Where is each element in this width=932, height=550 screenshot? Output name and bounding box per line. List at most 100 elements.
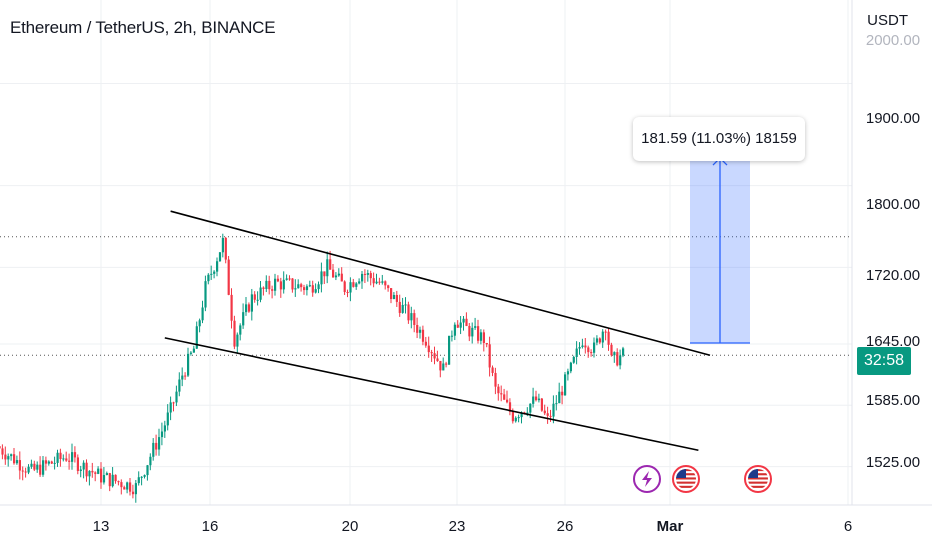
- candle-body: [421, 329, 425, 342]
- candle-body: [584, 345, 587, 348]
- candle-body: [253, 294, 256, 300]
- candle-body: [105, 473, 108, 476]
- candle-body: [300, 284, 303, 288]
- candle-body: [491, 367, 494, 373]
- candle-body: [477, 326, 480, 341]
- candle-body: [0, 446, 1, 449]
- lightning-icon[interactable]: [633, 465, 661, 493]
- candle-body: [332, 269, 335, 278]
- candle-body: [340, 273, 343, 282]
- candlestick-series: [0, 233, 625, 503]
- candle-body: [587, 347, 590, 353]
- candle-body: [308, 285, 311, 287]
- channel-lower-line[interactable]: [164, 337, 699, 452]
- candle-body: [384, 281, 387, 286]
- candle-body: [198, 320, 201, 327]
- candle-body: [53, 462, 56, 464]
- candle-body: [88, 470, 91, 477]
- candle-body: [575, 348, 578, 357]
- candle-body: [137, 477, 140, 484]
- candle-body: [129, 482, 132, 492]
- candle-body: [120, 482, 123, 488]
- candle-body: [424, 341, 427, 346]
- candle-body: [303, 287, 306, 291]
- candle-body: [268, 280, 271, 290]
- candle-body: [387, 285, 390, 289]
- currency-label[interactable]: USDT: [867, 12, 908, 29]
- candle-body: [68, 460, 71, 462]
- price-tick-1525: 1525.00: [865, 454, 921, 471]
- candle-body: [407, 304, 410, 321]
- candle-body: [511, 411, 514, 422]
- candle-body: [207, 274, 210, 282]
- candle-body: [555, 403, 558, 405]
- candle-body: [294, 288, 297, 290]
- candle-body: [488, 344, 491, 368]
- candle-body: [378, 281, 381, 283]
- candle-body: [439, 361, 442, 371]
- candle-body: [236, 334, 239, 347]
- candle-body: [398, 301, 401, 313]
- bar-countdown-badge: 32:58: [857, 347, 911, 375]
- candle-body: [239, 325, 242, 335]
- candle-body: [247, 304, 251, 312]
- candle-body: [410, 313, 413, 321]
- candle-body: [15, 460, 19, 464]
- candle-body: [1, 448, 4, 455]
- candle-body: [508, 402, 512, 412]
- candle-body: [448, 335, 451, 365]
- price-tick-partial: 2000.00: [865, 32, 921, 49]
- channel-upper-line[interactable]: [170, 210, 711, 357]
- candle-body: [21, 470, 24, 472]
- candle-body: [126, 482, 129, 490]
- candle-body: [334, 275, 338, 278]
- candle-body: [320, 271, 323, 285]
- candle-body: [479, 332, 483, 341]
- candle-body: [578, 347, 581, 349]
- candle-body: [155, 442, 158, 450]
- candle-body: [355, 283, 358, 287]
- candle-body: [343, 281, 346, 292]
- candle-body: [227, 259, 230, 295]
- candle-body: [256, 299, 259, 301]
- candle-body: [146, 465, 149, 476]
- candle-body: [358, 281, 361, 284]
- candle-body: [184, 375, 187, 377]
- candle-body: [459, 322, 462, 328]
- candle-body: [56, 452, 59, 463]
- candle-body: [262, 287, 265, 289]
- measure-tool: [690, 156, 750, 344]
- candle-body: [569, 362, 572, 372]
- candle-body: [337, 273, 340, 276]
- candle-body: [291, 278, 294, 290]
- us-flag-icon[interactable]: [672, 465, 700, 493]
- candle-body: [392, 294, 396, 300]
- candle-body: [213, 271, 216, 274]
- candle-body: [97, 468, 100, 474]
- candle-body: [71, 452, 74, 462]
- candle-body: [265, 280, 268, 289]
- candle-body: [27, 466, 30, 473]
- candle-body: [94, 472, 97, 474]
- candle-body: [279, 281, 282, 290]
- us-flag-icon[interactable]: [744, 465, 772, 493]
- candle-body: [349, 282, 352, 293]
- candle-body: [369, 273, 372, 279]
- candle-body: [36, 464, 39, 470]
- candle-body: [506, 399, 509, 403]
- candle-body: [465, 318, 468, 326]
- candle-body: [433, 353, 436, 359]
- candle-body: [79, 469, 82, 471]
- candle-body: [404, 304, 407, 306]
- candle-body: [346, 291, 349, 293]
- candle-body: [271, 289, 274, 291]
- time-tick-13: 13: [92, 518, 110, 535]
- candle-body: [471, 327, 474, 337]
- candle-body: [604, 331, 607, 333]
- candle-body: [85, 462, 88, 477]
- candle-body: [526, 412, 529, 414]
- candle-body: [259, 287, 262, 300]
- candle-body: [468, 325, 471, 337]
- candle-body: [158, 437, 161, 450]
